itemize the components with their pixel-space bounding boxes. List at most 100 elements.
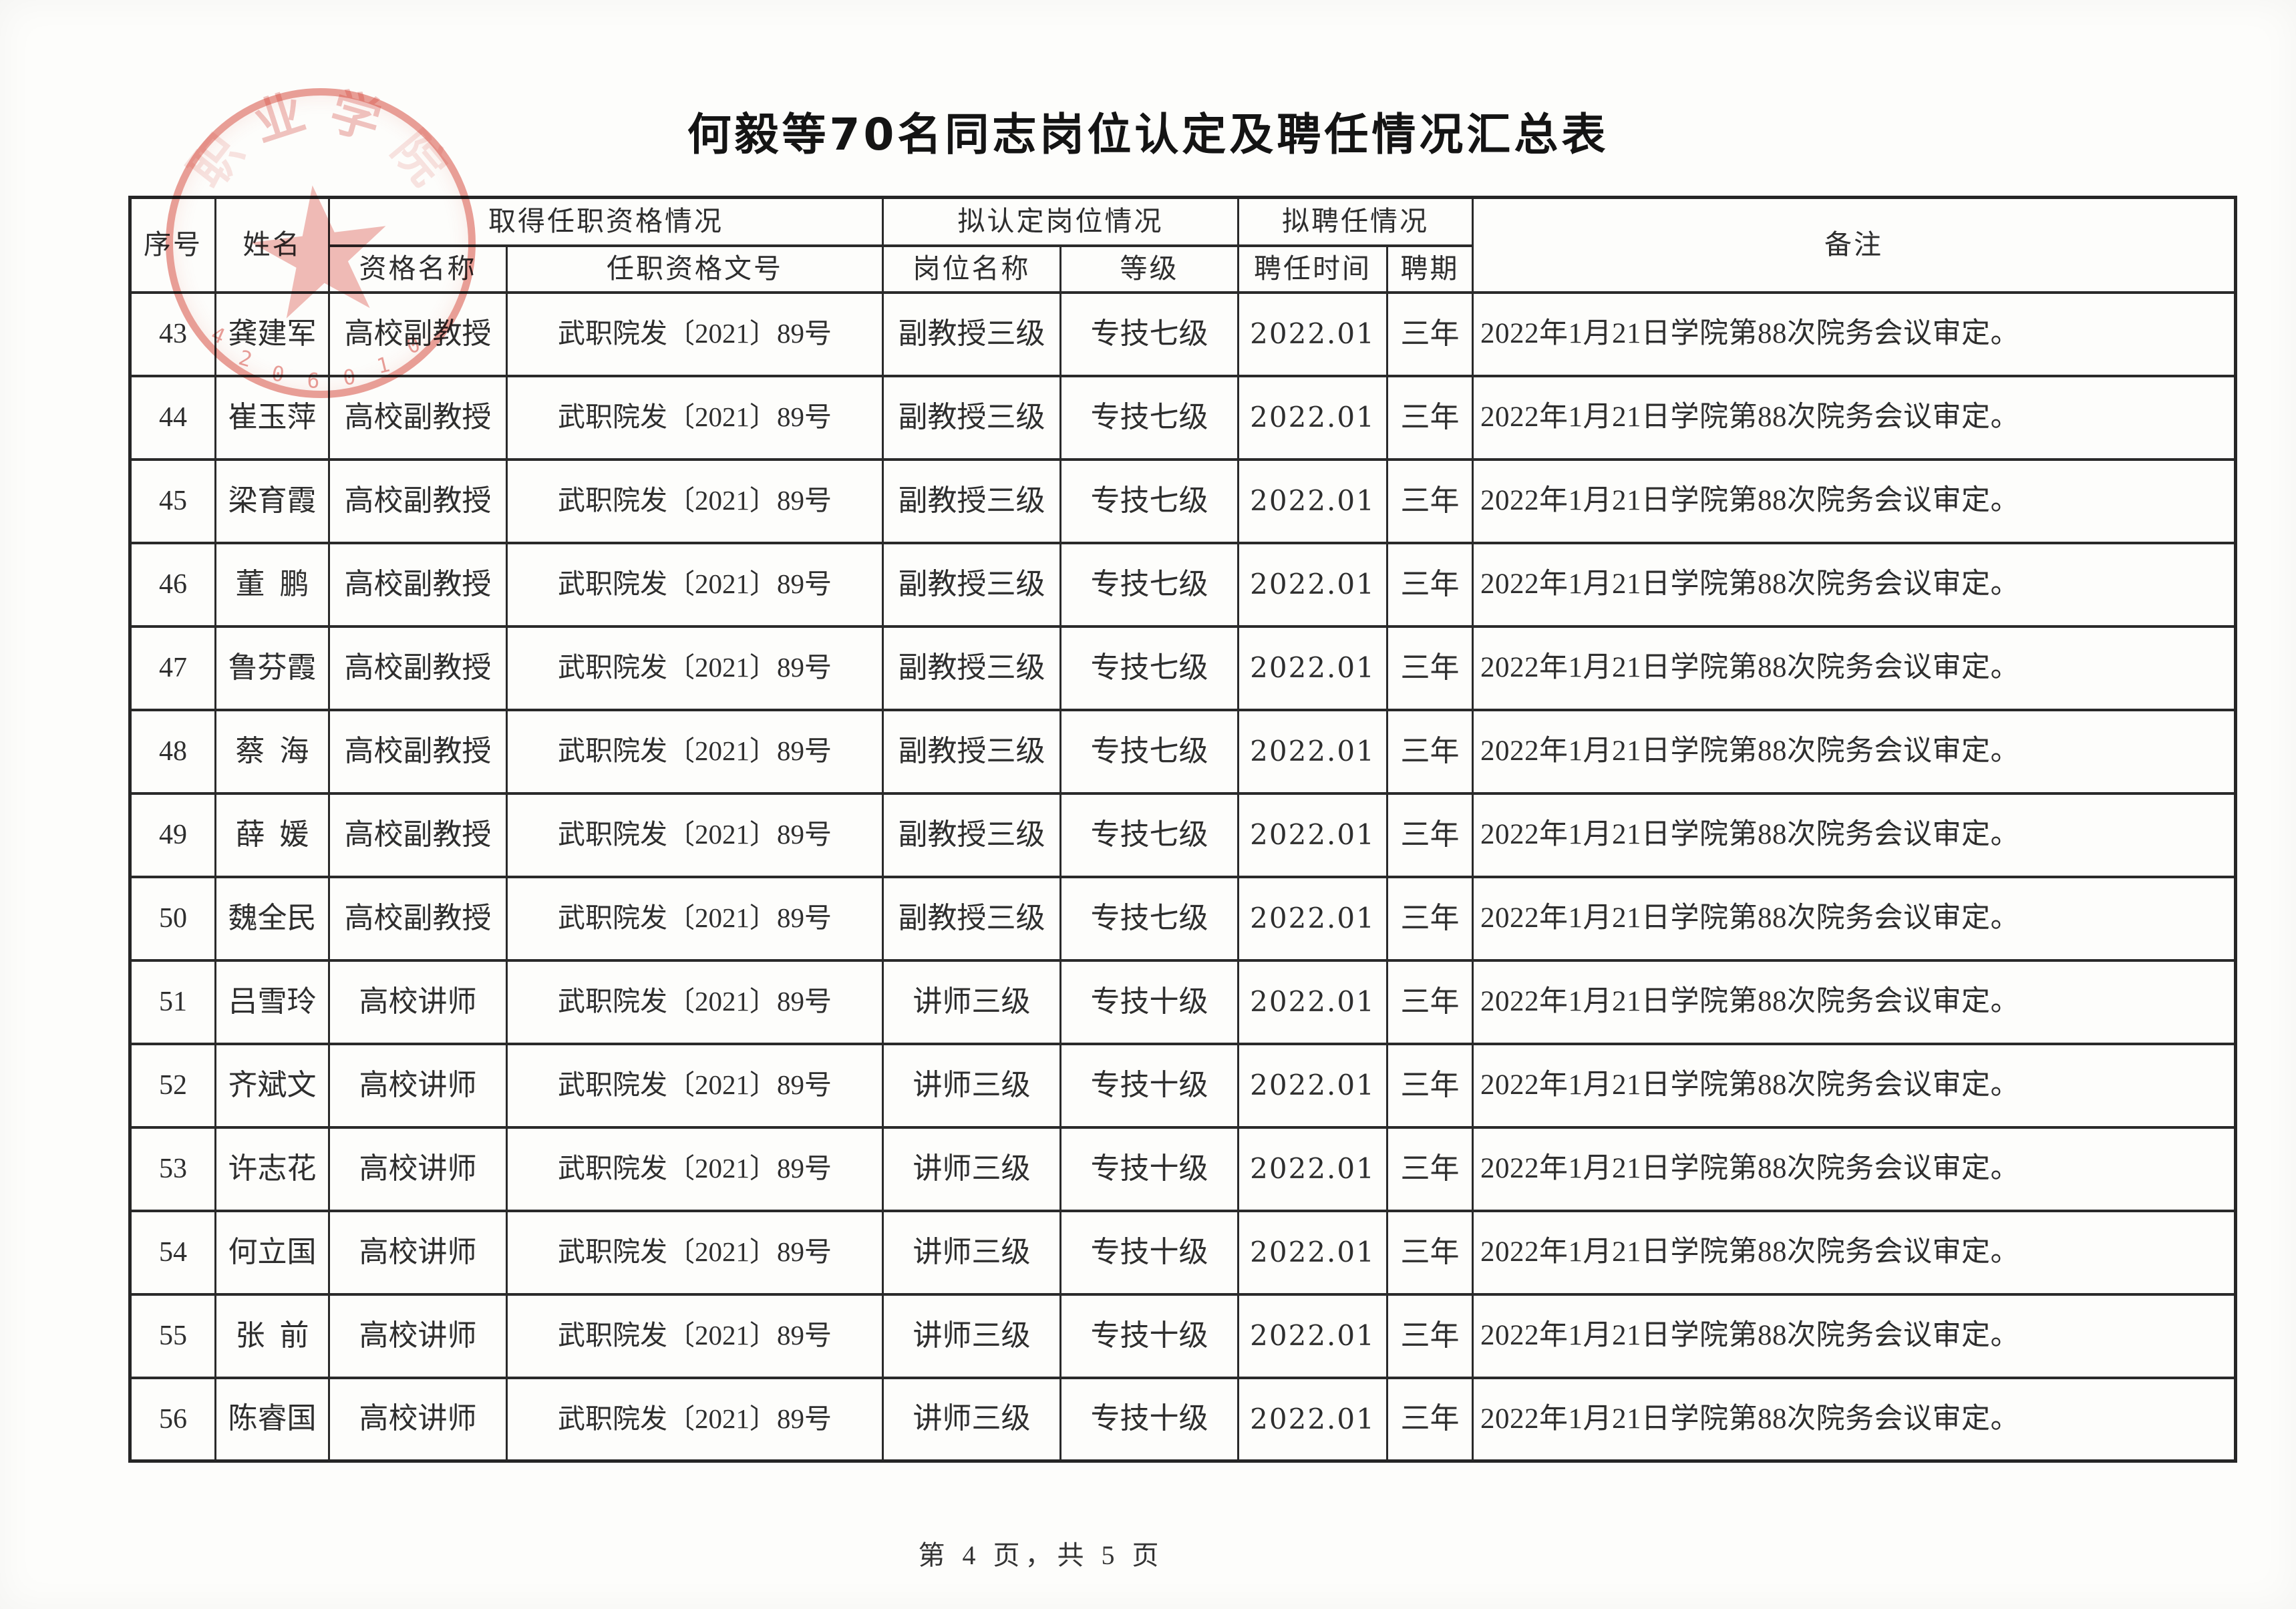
name-cell: 吕雪玲 [214, 958, 330, 1045]
grade-cell: 专技十级 [1059, 1376, 1239, 1463]
name-cell: 梁育霞 [214, 458, 330, 544]
table-row: 46 董鹏 高校副教授 武职院发〔2021〕89号 副教授三级 专技七级 2022.01 三年… [129, 541, 2237, 628]
qualification-cell: 高校副教授 [328, 291, 508, 377]
post-cell: 副教授三级 [882, 291, 1061, 377]
name-cell: 鲁芬霞 [214, 624, 330, 711]
remark-cell: 2022年1月21日学院第88次院务会议审定。 [1472, 291, 2237, 377]
table-body: 43 龚建军 高校副教授 武职院发〔2021〕89号 副教授三级 专技七级 2022.01 三… [129, 291, 2237, 1463]
table-row: 44 崔玉萍 高校副教授 武职院发〔2021〕89号 副教授三级 专技七级 2022.01 三… [129, 374, 2237, 461]
document-cell: 武职院发〔2021〕89号 [506, 1209, 884, 1296]
header-appointment-time: 聘任时间 [1237, 244, 1388, 294]
remark-cell: 2022年1月21日学院第88次院务会议审定。 [1472, 708, 2237, 795]
remark-cell: 2022年1月21日学院第88次院务会议审定。 [1472, 791, 2237, 878]
appoint-time-cell: 2022.01 [1237, 541, 1388, 628]
grade-cell: 专技七级 [1059, 458, 1239, 544]
header-serial: 序号 [129, 196, 216, 294]
grade-cell: 专技七级 [1059, 875, 1239, 962]
name-cell: 魏全民 [214, 875, 330, 962]
remark-cell: 2022年1月21日学院第88次院务会议审定。 [1472, 1042, 2237, 1129]
grade-cell: 专技十级 [1059, 958, 1239, 1045]
grade-cell: 专技十级 [1059, 1209, 1239, 1296]
qualification-cell: 高校讲师 [328, 958, 508, 1045]
table-row: 53 许志花 高校讲师 武职院发〔2021〕89号 讲师三级 专技十级 2022.01 三年 2… [129, 1125, 2237, 1212]
post-cell: 讲师三级 [882, 1125, 1061, 1212]
document-cell: 武职院发〔2021〕89号 [506, 958, 884, 1045]
post-cell: 讲师三级 [882, 1376, 1061, 1463]
term-cell: 三年 [1386, 1209, 1474, 1296]
serial-cell: 48 [129, 708, 216, 795]
remark-cell: 2022年1月21日学院第88次院务会议审定。 [1472, 875, 2237, 962]
grade-cell: 专技十级 [1059, 1125, 1239, 1212]
grade-cell: 专技十级 [1059, 1042, 1239, 1129]
post-cell: 副教授三级 [882, 374, 1061, 461]
term-cell: 三年 [1386, 1292, 1474, 1379]
name-cell: 蔡海 [214, 708, 330, 795]
appoint-time-cell: 2022.01 [1237, 791, 1388, 878]
serial-cell: 52 [129, 1042, 216, 1129]
qualification-cell: 高校讲师 [328, 1292, 508, 1379]
term-cell: 三年 [1386, 291, 1474, 377]
serial-cell: 54 [129, 1209, 216, 1296]
appoint-time-cell: 2022.01 [1237, 1042, 1388, 1129]
term-cell: 三年 [1386, 1042, 1474, 1129]
table-row: 43 龚建军 高校副教授 武职院发〔2021〕89号 副教授三级 专技七级 2022.01 三… [129, 291, 2237, 377]
header-post-name: 岗位名称 [882, 244, 1061, 294]
term-cell: 三年 [1386, 958, 1474, 1045]
remark-cell: 2022年1月21日学院第88次院务会议审定。 [1472, 958, 2237, 1045]
post-cell: 副教授三级 [882, 875, 1061, 962]
remark-cell: 2022年1月21日学院第88次院务会议审定。 [1472, 624, 2237, 711]
appoint-time-cell: 2022.01 [1237, 1376, 1388, 1463]
document-cell: 武职院发〔2021〕89号 [506, 1292, 884, 1379]
post-cell: 讲师三级 [882, 958, 1061, 1045]
appoint-time-cell: 2022.01 [1237, 958, 1388, 1045]
summary-table: 序号 姓名 取得任职资格情况 拟认定岗位情况 拟聘任情况 备注 资格名称 任职资… [128, 196, 2237, 1463]
term-cell: 三年 [1386, 541, 1474, 628]
page-title: 何毅等70名同志岗位认定及聘任情况汇总表 [687, 109, 1609, 160]
table-header: 序号 姓名 取得任职资格情况 拟认定岗位情况 拟聘任情况 备注 资格名称 任职资… [129, 196, 2237, 294]
table-row: 55 张前 高校讲师 武职院发〔2021〕89号 讲师三级 专技十级 2022.01 三年 20… [129, 1292, 2237, 1379]
grade-cell: 专技七级 [1059, 791, 1239, 878]
qualification-cell: 高校讲师 [328, 1042, 508, 1129]
grade-cell: 专技七级 [1059, 541, 1239, 628]
document-cell: 武职院发〔2021〕89号 [506, 1125, 884, 1212]
post-cell: 副教授三级 [882, 624, 1061, 711]
post-cell: 副教授三级 [882, 708, 1061, 795]
remark-cell: 2022年1月21日学院第88次院务会议审定。 [1472, 374, 2237, 461]
header-term: 聘期 [1386, 244, 1474, 294]
remark-cell: 2022年1月21日学院第88次院务会议审定。 [1472, 541, 2237, 628]
serial-cell: 49 [129, 791, 216, 878]
qualification-cell: 高校副教授 [328, 791, 508, 878]
post-cell: 副教授三级 [882, 791, 1061, 878]
appoint-time-cell: 2022.01 [1237, 458, 1388, 544]
table-row: 48 蔡海 高校副教授 武职院发〔2021〕89号 副教授三级 专技七级 2022.01 三年… [129, 708, 2237, 795]
serial-cell: 47 [129, 624, 216, 711]
header-qualification-doc: 任职资格文号 [506, 244, 884, 294]
header-remark: 备注 [1472, 196, 2237, 294]
grade-cell: 专技七级 [1059, 624, 1239, 711]
document-cell: 武职院发〔2021〕89号 [506, 708, 884, 795]
qualification-cell: 高校讲师 [328, 1125, 508, 1212]
name-cell: 齐斌文 [214, 1042, 330, 1129]
grade-cell: 专技七级 [1059, 374, 1239, 461]
page-number: 第 4 页，共 5 页 [918, 1540, 1164, 1570]
serial-cell: 55 [129, 1292, 216, 1379]
serial-cell: 50 [129, 875, 216, 962]
header-qualification-name: 资格名称 [328, 244, 508, 294]
document-cell: 武职院发〔2021〕89号 [506, 1376, 884, 1463]
header-appointment-group: 拟聘任情况 [1237, 196, 1474, 247]
name-cell: 许志花 [214, 1125, 330, 1212]
qualification-cell: 高校副教授 [328, 708, 508, 795]
appoint-time-cell: 2022.01 [1237, 1292, 1388, 1379]
term-cell: 三年 [1386, 374, 1474, 461]
qualification-cell: 高校副教授 [328, 458, 508, 544]
appoint-time-cell: 2022.01 [1237, 708, 1388, 795]
remark-cell: 2022年1月21日学院第88次院务会议审定。 [1472, 1125, 2237, 1212]
document-cell: 武职院发〔2021〕89号 [506, 791, 884, 878]
document-cell: 武职院发〔2021〕89号 [506, 291, 884, 377]
term-cell: 三年 [1386, 875, 1474, 962]
remark-cell: 2022年1月21日学院第88次院务会议审定。 [1472, 1376, 2237, 1463]
term-cell: 三年 [1386, 1125, 1474, 1212]
appoint-time-cell: 2022.01 [1237, 624, 1388, 711]
term-cell: 三年 [1386, 624, 1474, 711]
serial-cell: 44 [129, 374, 216, 461]
